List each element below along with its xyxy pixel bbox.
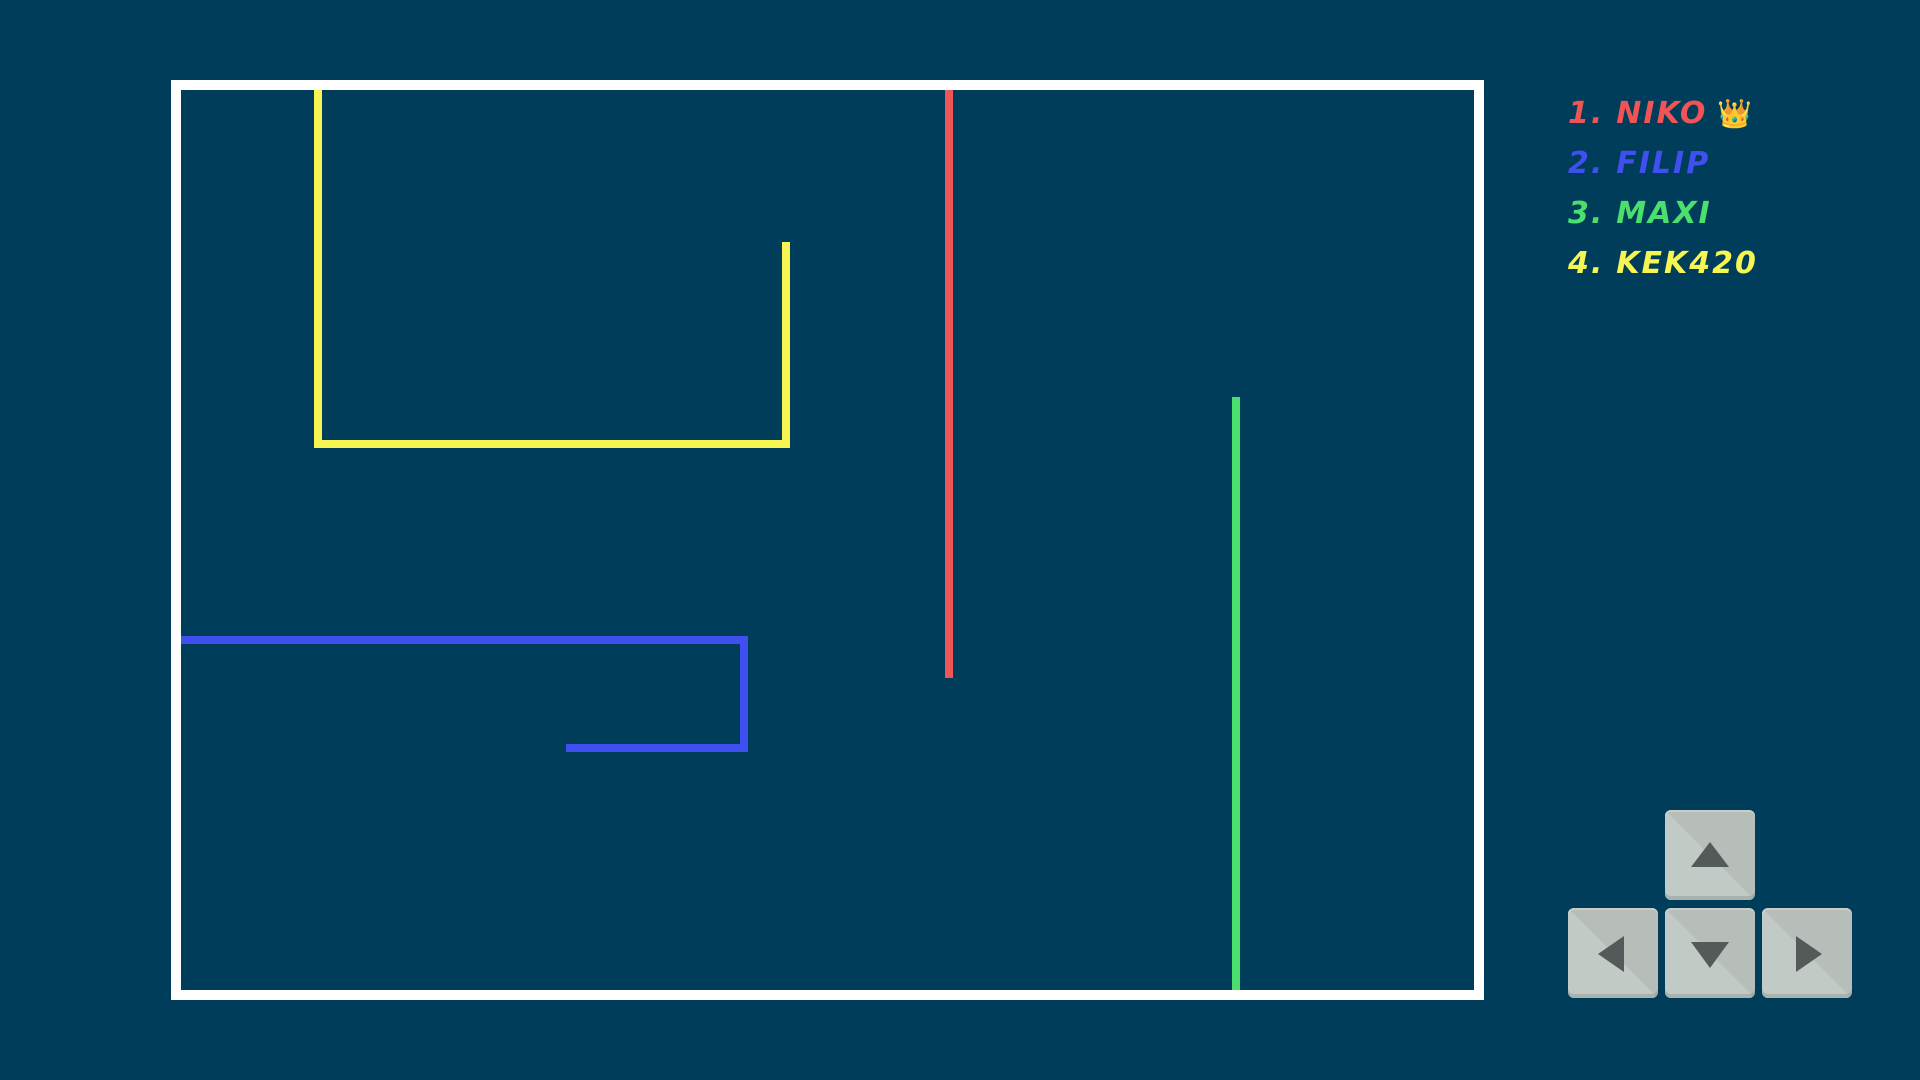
direction-pad (1568, 810, 1854, 1000)
trail-filip (181, 636, 748, 752)
arrow-right-icon (1796, 936, 1822, 972)
leaderboard-name: FILIP (1616, 145, 1711, 181)
arrow-left-icon (1598, 936, 1624, 972)
crown-icon: 👑 (1717, 96, 1755, 130)
leaderboard-entry-maxi: 3. MAXI (1568, 188, 1758, 238)
leaderboard-entry-kek420: 4. KEK420 (1568, 238, 1758, 288)
left-button[interactable] (1568, 908, 1658, 998)
arrow-down-icon (1691, 942, 1729, 968)
leaderboard: 1. NIKO 👑 2. FILIP 3. MAXI 4. KEK420 (1568, 88, 1758, 288)
leaderboard-rank: 1. (1568, 95, 1605, 131)
leaderboard-name: KEK420 (1616, 245, 1758, 281)
leaderboard-entry-filip: 2. FILIP (1568, 138, 1758, 188)
leaderboard-name: NIKO (1616, 95, 1708, 131)
leaderboard-entry-niko: 1. NIKO 👑 (1568, 88, 1758, 138)
arrow-up-icon (1691, 842, 1729, 867)
leaderboard-rank: 4. (1568, 245, 1605, 281)
down-button[interactable] (1665, 908, 1755, 998)
right-button[interactable] (1762, 908, 1852, 998)
trail-kek420 (314, 90, 790, 448)
leaderboard-name: MAXI (1616, 195, 1712, 231)
leaderboard-rank: 3. (1568, 195, 1605, 231)
leaderboard-rank: 2. (1568, 145, 1605, 181)
game-arena (171, 80, 1484, 1000)
up-button[interactable] (1665, 810, 1755, 900)
